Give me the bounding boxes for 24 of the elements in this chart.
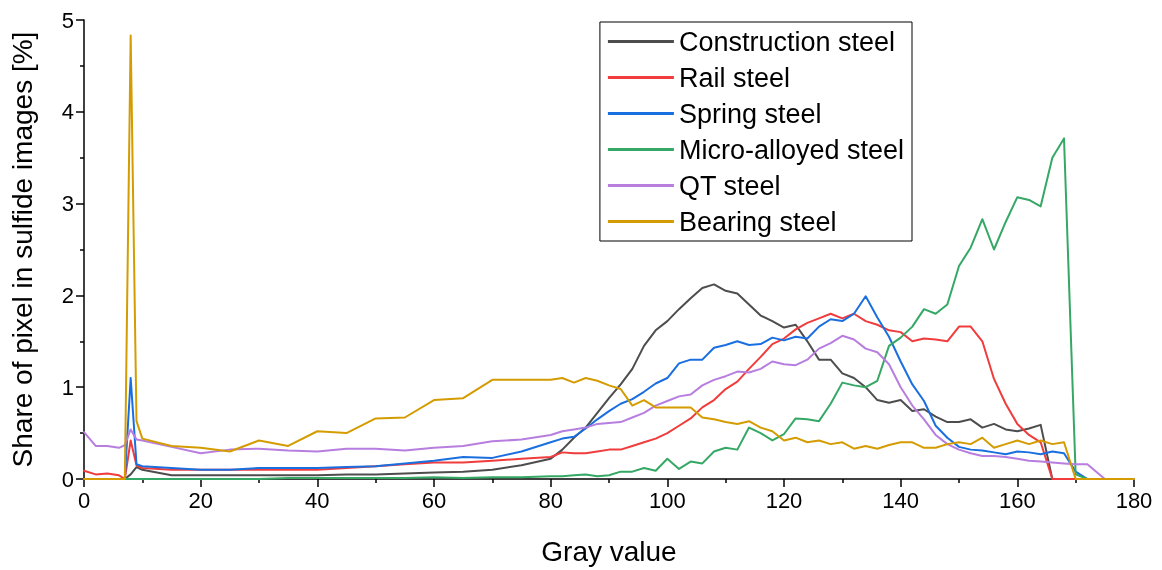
legend-label: Micro-alloyed steel: [678, 134, 905, 165]
legend-label: QT steel: [678, 170, 781, 201]
x-tick-label: 140: [882, 487, 920, 513]
x-tick-label: 20: [188, 487, 213, 513]
x-axis-title: Gray value: [541, 535, 677, 567]
legend-label: Spring steel: [678, 98, 822, 129]
y-tick-label: 0: [61, 466, 74, 492]
x-tick-label: 60: [421, 487, 447, 513]
x-tick-label: 120: [765, 487, 803, 513]
y-tick-label: 3: [61, 191, 74, 217]
legend-label: Construction steel: [678, 26, 896, 57]
x-tick-label: 0: [77, 487, 91, 513]
y-axis-title: Share of pixel in sulfide images [%]: [6, 31, 38, 468]
x-tick-label: 80: [538, 487, 563, 513]
x-tick-label: 180: [1115, 487, 1153, 513]
y-tick-label: 1: [61, 374, 74, 400]
legend-label: Bearing steel: [678, 206, 837, 237]
x-tick-label: 160: [998, 487, 1036, 513]
y-tick-label: 2: [61, 282, 74, 308]
y-tick-label: 4: [61, 99, 74, 125]
x-tick-label: 100: [648, 487, 686, 513]
legend-label: Rail steel: [678, 62, 790, 93]
x-tick-label: 40: [305, 487, 330, 513]
y-tick-label: 5: [61, 7, 74, 33]
